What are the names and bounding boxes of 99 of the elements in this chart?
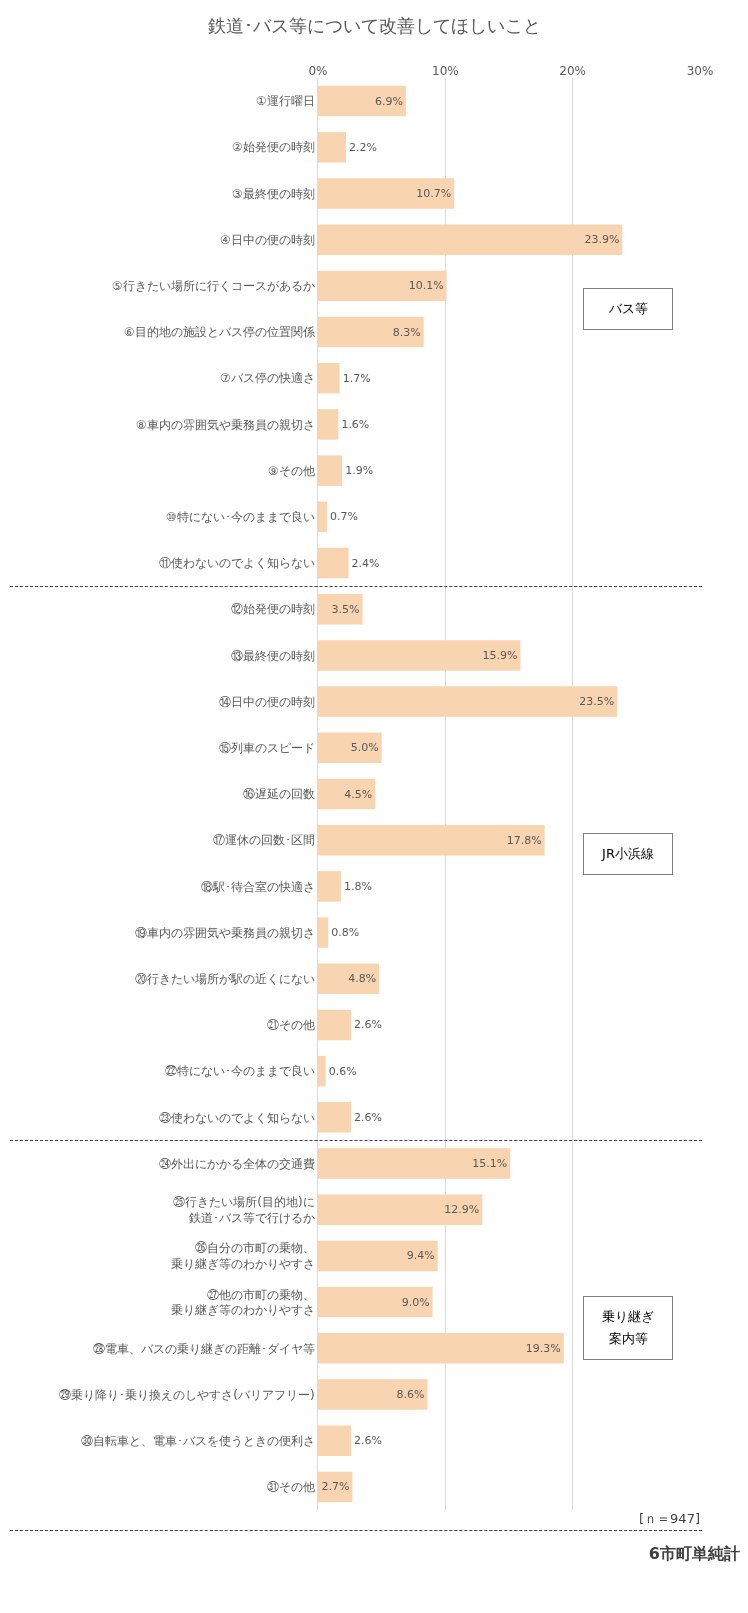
data-label: 12.9% [444, 1203, 480, 1217]
bar [318, 1379, 428, 1410]
data-label: 3.5% [331, 602, 360, 616]
data-label: 4.5% [344, 787, 373, 801]
y-tick-label: ⑨その他 [267, 463, 315, 478]
y-tick-label: ㉘電車、バスの乗り継ぎの距離･ダイヤ等 [92, 1341, 315, 1356]
data-label: 15.1% [472, 1157, 508, 1171]
y-tick-label: ㉒特にない･今のままで良い [164, 1064, 315, 1079]
bar [318, 1194, 483, 1225]
x-tick-label: 10% [431, 63, 459, 78]
bar [318, 1009, 352, 1041]
bar [318, 270, 447, 302]
bar [318, 1102, 352, 1133]
data-label: 17.8% [506, 833, 542, 847]
y-tick-label: ⑪使わないのでよく知らない [158, 556, 315, 571]
data-label: 8.6% [396, 1388, 425, 1402]
bar [318, 363, 340, 394]
data-label: 23.9% [584, 233, 620, 247]
y-tick-label: ⑩特にない･今のままで良い [165, 510, 315, 525]
text: 6市町単純計 [648, 1544, 740, 1563]
y-tick-label: ⑮列車のスピード [218, 741, 315, 756]
x-tick-label: 30% [686, 63, 714, 78]
bar [318, 1333, 564, 1364]
data-label: 8.3% [392, 325, 421, 339]
bar [318, 640, 521, 671]
data-label: 1.7% [342, 371, 371, 385]
data-label: 9.0% [401, 1295, 430, 1309]
y-tick-label: ⑫始発便の時刻 [230, 602, 315, 617]
bar [318, 132, 347, 163]
data-label: 15.9% [482, 648, 518, 662]
data-label: 6.9% [374, 94, 403, 108]
y-tick-label: ⑯遅延の回数 [242, 787, 315, 802]
data-label: 1.8% [343, 879, 372, 893]
y-tick-label: ⑤行きたい場所に行くコースがあるか [111, 279, 315, 294]
data-label: 1.9% [345, 464, 374, 478]
y-tick-label: ⑧車内の雰囲気や乗務員の親切さ [135, 417, 315, 432]
bar [318, 85, 406, 117]
bar [318, 316, 424, 348]
bar [318, 732, 382, 764]
data-label: 9.4% [406, 1249, 435, 1263]
bar [318, 1240, 438, 1272]
bar [318, 1148, 511, 1179]
data-label: 4.8% [348, 972, 377, 986]
bar [318, 1425, 352, 1456]
data-label: 2.7% [321, 1480, 350, 1494]
bar [318, 963, 380, 995]
data-label: 0.7% [329, 510, 358, 524]
text: [ｎ＝947] [639, 1510, 700, 1528]
bar [318, 917, 329, 948]
y-tick-label: ⑰運休の回数･区間 [212, 833, 315, 848]
y-tick-label: ⑳行きたい場所が駅の近くにない [134, 971, 315, 986]
y-tick-label: ㉖自分の市町の乗物、乗り継ぎ等のわかりやすさ [170, 1241, 315, 1271]
bar [318, 871, 341, 902]
bar [318, 409, 339, 440]
bar [318, 224, 623, 255]
data-label: 2.6% [354, 1434, 383, 1448]
bar [318, 1055, 326, 1087]
y-tick-label: ⑦バス停の快適さ [219, 371, 315, 386]
y-tick-label: ⑬最終便の時刻 [230, 648, 315, 663]
data-label: 5.0% [350, 741, 379, 755]
y-tick-label: ⑥目的地の施設とバス停の位置関係 [123, 325, 315, 340]
data-label: 2.6% [354, 1018, 383, 1032]
data-label: 0.6% [328, 1064, 357, 1078]
bar [318, 455, 343, 486]
y-tick-label: ⑭日中の便の時刻 [218, 694, 315, 709]
y-tick-label: ㉙乗り降り･乗り換えのしやすさ(バリアフリー) [59, 1387, 315, 1402]
data-label: 2.2% [349, 140, 377, 154]
y-tick-label: ㉑その他 [266, 1018, 315, 1033]
bar [318, 501, 327, 533]
chart-title: 鉄道･バス等について改善してほしいこと [207, 14, 541, 36]
y-tick-label: ①運行曜日 [255, 94, 315, 109]
data-label: 2.6% [354, 1110, 383, 1124]
data-label: 1.6% [341, 417, 370, 431]
y-tick-label: ⑱駅･待合室の快適さ [200, 879, 315, 894]
x-tick-label: 0% [308, 63, 328, 78]
data-label: 0.8% [331, 926, 360, 940]
data-label: 19.3% [525, 1341, 561, 1355]
bar [318, 1286, 433, 1318]
data-label: 10.1% [408, 279, 444, 293]
bar [318, 178, 455, 209]
y-tick-label: ③最終便の時刻 [231, 186, 315, 201]
y-tick-label: ㉗他の市町の乗物、乗り継ぎ等のわかりやすさ [170, 1287, 315, 1318]
y-tick-label: ㉕行きたい場所(目的地)に鉄道･バス等で行けるか [173, 1195, 315, 1225]
y-tick-label: ㉓使わないのでよく知らない [158, 1110, 315, 1125]
bar [318, 824, 545, 856]
data-label: 2.4% [351, 556, 380, 570]
bar [318, 686, 618, 717]
y-tick-label: ㉛その他 [266, 1480, 315, 1495]
bar [318, 547, 349, 579]
data-label: 23.5% [579, 695, 615, 709]
data-label: 10.7% [416, 186, 452, 200]
y-tick-label: ⑲車内の雰囲気や乗務員の親切さ [134, 925, 315, 940]
y-tick-label: ㉚自転車と、電車･バスを使うときの便利さ [80, 1433, 315, 1448]
y-tick-label: ②始発便の時刻 [231, 140, 315, 155]
x-tick-label: 20% [559, 63, 587, 78]
y-tick-label: ㉔外出にかかる全体の交通費 [158, 1156, 315, 1171]
bar [318, 778, 376, 810]
y-tick-label: ④日中の便の時刻 [219, 232, 315, 247]
bar [318, 593, 363, 625]
